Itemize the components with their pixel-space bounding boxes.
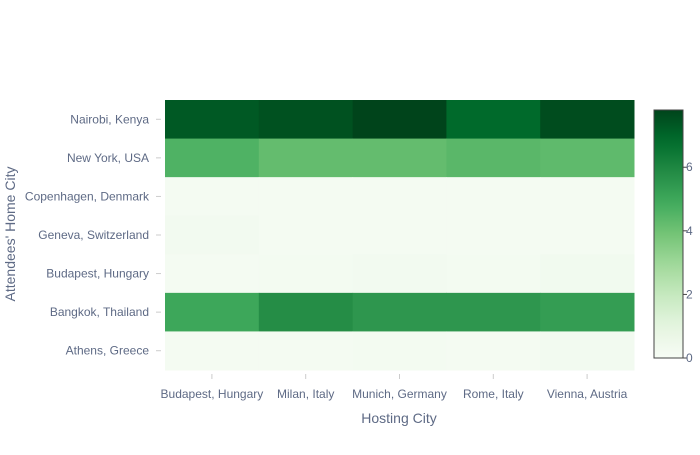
- y-axis-ticks: Nairobi, Kenya New York, USA Copenhagen, D…: [25, 112, 161, 358]
- heatmap-cell: [165, 215, 260, 255]
- heatmap-cell: [352, 292, 447, 332]
- colorbar-tick-label: 4: [686, 224, 693, 238]
- heatmap-cell: [165, 331, 260, 371]
- heatmap-cell: [165, 177, 260, 217]
- heatmap-cell: [540, 138, 635, 178]
- heatmap-cell: [540, 292, 635, 332]
- heatmap-cell: [165, 254, 260, 294]
- y-tick-label: Bangkok, Thailand: [50, 305, 149, 319]
- heatmap-cell: [352, 215, 447, 255]
- heatmap-cell: [165, 100, 260, 140]
- heatmap-cell: [352, 177, 447, 217]
- heatmap-cell: [352, 254, 447, 294]
- colorbar-tick-label: 6: [686, 160, 693, 174]
- heatmap-cell: [540, 100, 635, 140]
- x-axis-ticks: Budapest, Hungary Milan, Italy Munich, Ger…: [161, 374, 628, 401]
- heatmap-cell: [258, 215, 354, 255]
- heatmap-cell: [165, 138, 260, 178]
- heatmap-cell: [446, 292, 541, 332]
- x-tick-label: Milan, Italy: [277, 387, 334, 401]
- heatmap-cell: [258, 177, 354, 217]
- heatmap-cell: [446, 177, 541, 217]
- colorbar-tick-label: 0: [686, 351, 693, 365]
- heatmap-cell: [446, 100, 541, 140]
- colorbar-gradient: [653, 109, 684, 359]
- heatmap-cell: [258, 292, 354, 332]
- heatmap-cell: [540, 177, 635, 217]
- heatmap-cell: [258, 254, 354, 294]
- heatmap-cell: [165, 292, 260, 332]
- heatmap-cell: [540, 215, 635, 255]
- x-tick-label: Budapest, Hungary: [161, 387, 264, 401]
- heatmap-cell: [258, 138, 354, 178]
- heatmap-cell: [352, 331, 447, 371]
- heatmap-cells: [165, 100, 635, 371]
- heatmap-cell: [258, 331, 354, 371]
- heatmap-cell: [446, 138, 541, 178]
- y-tick-label: Budapest, Hungary: [46, 267, 149, 281]
- heatmap-cell: [540, 331, 635, 371]
- colorbar-tick-label: 2: [686, 287, 693, 301]
- x-axis-title: Hosting City: [361, 410, 436, 426]
- heatmap-cell: [352, 138, 447, 178]
- y-tick-label: Geneva, Switzerland: [38, 228, 149, 242]
- heatmap-cell: [352, 100, 447, 140]
- x-tick-label: Munich, Germany: [352, 387, 447, 401]
- heatmap-cell: [540, 254, 635, 294]
- x-tick-label: Rome, Italy: [463, 387, 524, 401]
- y-tick-label: Copenhagen, Denmark: [25, 189, 150, 203]
- heatmap-cell: [446, 215, 541, 255]
- x-tick-label: Vienna, Austria: [547, 387, 628, 401]
- heatmap-cell: [446, 254, 541, 294]
- colorbar: 0 2 4 6: [653, 109, 693, 365]
- y-axis-title: Attendees' Home City: [2, 167, 18, 302]
- heatmap-cell: [446, 331, 541, 371]
- y-tick-label: New York, USA: [67, 151, 149, 165]
- y-tick-label: Nairobi, Kenya: [70, 112, 149, 126]
- heatmap-cell: [258, 100, 354, 140]
- y-tick-label: Athens, Greece: [66, 344, 150, 358]
